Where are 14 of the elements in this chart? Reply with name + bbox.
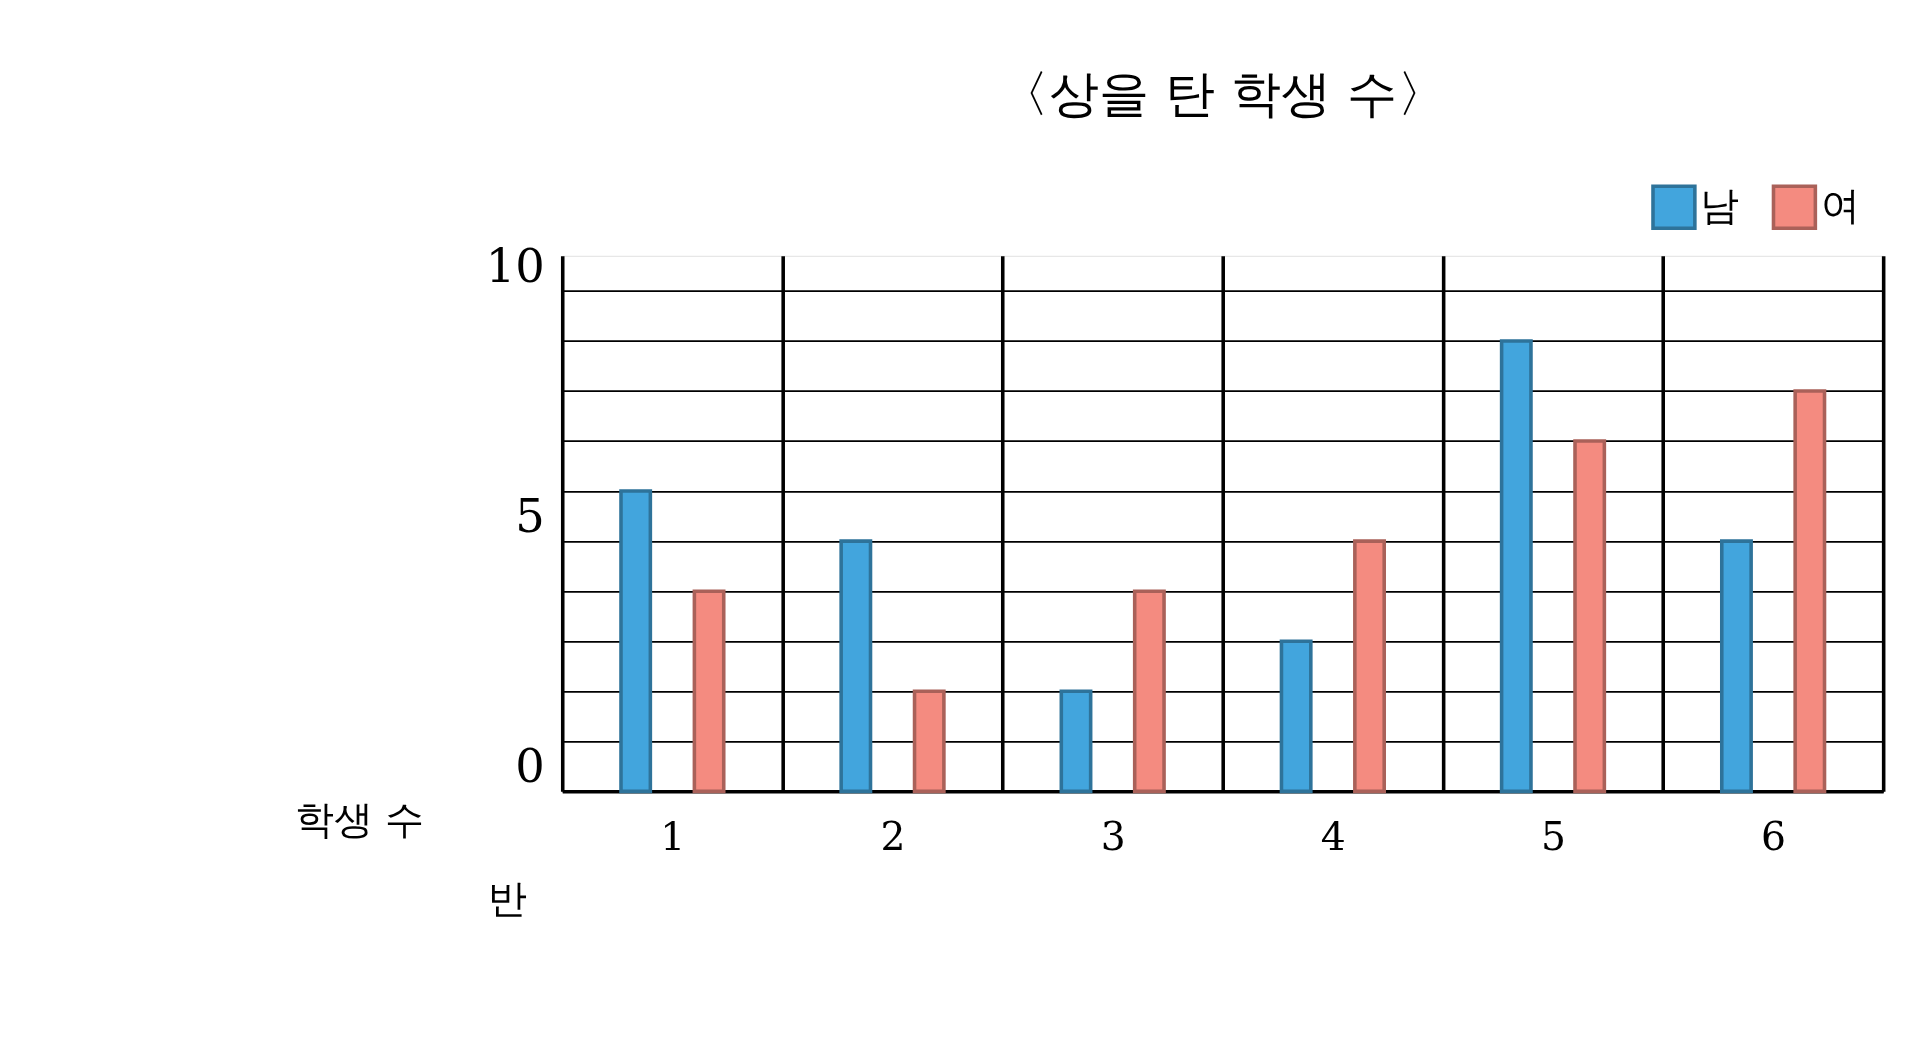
y-tick-label: 5 [515, 488, 545, 543]
legend-label: 남 [1700, 182, 1740, 228]
chart-title: 〈상을 탄 학생 수〉 [998, 65, 1447, 124]
y-axis-title: 학생 수 [294, 796, 425, 842]
x-tick-label: 5 [1540, 813, 1566, 859]
x-tick-label: 1 [660, 813, 686, 859]
y-tick-label: 0 [515, 739, 545, 793]
x-tick-label: 2 [880, 813, 906, 859]
x-axis-title: 반 [488, 876, 528, 922]
x-tick-label: 6 [1761, 813, 1787, 859]
y-tick-label: 10 [485, 238, 545, 293]
x-tick-label: 4 [1320, 813, 1346, 859]
legend-label: 여 [1820, 182, 1860, 228]
x-tick-label: 3 [1100, 813, 1126, 859]
